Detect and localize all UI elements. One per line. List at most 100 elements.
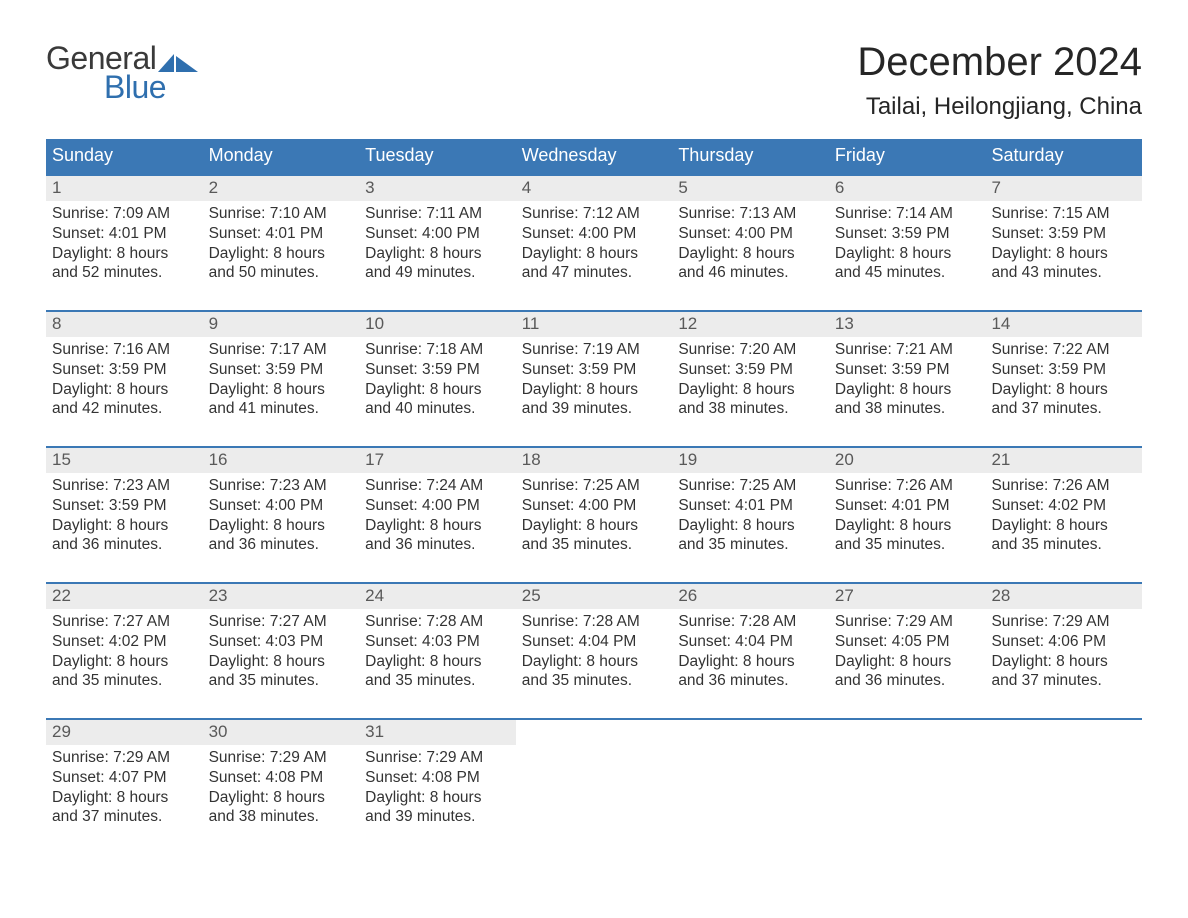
daylight-line1: Daylight: 8 hours <box>522 652 667 672</box>
sunrise-text: Sunrise: 7:14 AM <box>835 204 980 224</box>
sunset-text: Sunset: 4:02 PM <box>991 496 1136 516</box>
daylight-line1: Daylight: 8 hours <box>365 788 510 808</box>
day-cell: 2Sunrise: 7:10 AMSunset: 4:01 PMDaylight… <box>203 176 360 294</box>
sunset-text: Sunset: 4:01 PM <box>835 496 980 516</box>
daylight-line1: Daylight: 8 hours <box>678 516 823 536</box>
daylight-line1: Daylight: 8 hours <box>209 244 354 264</box>
daylight-line2: and 35 minutes. <box>835 535 980 555</box>
dow-monday: Monday <box>203 139 360 174</box>
sunset-text: Sunset: 4:04 PM <box>678 632 823 652</box>
daylight-line1: Daylight: 8 hours <box>678 244 823 264</box>
daylight-line1: Daylight: 8 hours <box>835 380 980 400</box>
day-number: 7 <box>985 176 1142 201</box>
day-cell: 21Sunrise: 7:26 AMSunset: 4:02 PMDayligh… <box>985 448 1142 566</box>
sunrise-text: Sunrise: 7:27 AM <box>52 612 197 632</box>
sunset-text: Sunset: 3:59 PM <box>209 360 354 380</box>
sunset-text: Sunset: 4:00 PM <box>522 224 667 244</box>
sunrise-text: Sunrise: 7:29 AM <box>991 612 1136 632</box>
dow-sunday: Sunday <box>46 139 203 174</box>
day-content: Sunrise: 7:12 AMSunset: 4:00 PMDaylight:… <box>516 201 673 286</box>
sunrise-text: Sunrise: 7:12 AM <box>522 204 667 224</box>
sunrise-text: Sunrise: 7:25 AM <box>522 476 667 496</box>
day-cell: 22Sunrise: 7:27 AMSunset: 4:02 PMDayligh… <box>46 584 203 702</box>
day-number: 12 <box>672 312 829 337</box>
day-content: Sunrise: 7:19 AMSunset: 3:59 PMDaylight:… <box>516 337 673 422</box>
dow-saturday: Saturday <box>985 139 1142 174</box>
header: General Blue December 2024 Tailai, Heilo… <box>46 40 1142 121</box>
day-content: Sunrise: 7:29 AMSunset: 4:08 PMDaylight:… <box>359 745 516 830</box>
sunset-text: Sunset: 3:59 PM <box>835 360 980 380</box>
sunset-text: Sunset: 3:59 PM <box>991 360 1136 380</box>
day-number: 5 <box>672 176 829 201</box>
dow-thursday: Thursday <box>672 139 829 174</box>
daylight-line1: Daylight: 8 hours <box>522 380 667 400</box>
day-cell: 27Sunrise: 7:29 AMSunset: 4:05 PMDayligh… <box>829 584 986 702</box>
sunrise-text: Sunrise: 7:15 AM <box>991 204 1136 224</box>
sunset-text: Sunset: 4:01 PM <box>52 224 197 244</box>
sunrise-text: Sunrise: 7:11 AM <box>365 204 510 224</box>
day-content: Sunrise: 7:15 AMSunset: 3:59 PMDaylight:… <box>985 201 1142 286</box>
day-content: Sunrise: 7:26 AMSunset: 4:02 PMDaylight:… <box>985 473 1142 558</box>
sunrise-text: Sunrise: 7:29 AM <box>365 748 510 768</box>
sunrise-text: Sunrise: 7:29 AM <box>835 612 980 632</box>
day-cell: 29Sunrise: 7:29 AMSunset: 4:07 PMDayligh… <box>46 720 203 838</box>
day-cell: 7Sunrise: 7:15 AMSunset: 3:59 PMDaylight… <box>985 176 1142 294</box>
sunrise-text: Sunrise: 7:16 AM <box>52 340 197 360</box>
week-row: 22Sunrise: 7:27 AMSunset: 4:02 PMDayligh… <box>46 582 1142 702</box>
daylight-line2: and 35 minutes. <box>522 535 667 555</box>
day-content: Sunrise: 7:29 AMSunset: 4:08 PMDaylight:… <box>203 745 360 830</box>
day-cell: 28Sunrise: 7:29 AMSunset: 4:06 PMDayligh… <box>985 584 1142 702</box>
daylight-line2: and 37 minutes. <box>991 671 1136 691</box>
daylight-line2: and 35 minutes. <box>209 671 354 691</box>
sunrise-text: Sunrise: 7:26 AM <box>835 476 980 496</box>
sunrise-text: Sunrise: 7:27 AM <box>209 612 354 632</box>
day-cell: 1Sunrise: 7:09 AMSunset: 4:01 PMDaylight… <box>46 176 203 294</box>
logo-text-blue: Blue <box>104 69 198 106</box>
day-of-week-header: SundayMondayTuesdayWednesdayThursdayFrid… <box>46 139 1142 174</box>
sunset-text: Sunset: 4:08 PM <box>209 768 354 788</box>
day-cell: 25Sunrise: 7:28 AMSunset: 4:04 PMDayligh… <box>516 584 673 702</box>
sunrise-text: Sunrise: 7:28 AM <box>365 612 510 632</box>
daylight-line2: and 36 minutes. <box>52 535 197 555</box>
sunset-text: Sunset: 4:07 PM <box>52 768 197 788</box>
location: Tailai, Heilongjiang, China <box>857 93 1142 121</box>
sunset-text: Sunset: 4:01 PM <box>678 496 823 516</box>
dow-friday: Friday <box>829 139 986 174</box>
daylight-line2: and 37 minutes. <box>991 399 1136 419</box>
day-content: Sunrise: 7:20 AMSunset: 3:59 PMDaylight:… <box>672 337 829 422</box>
day-cell: 19Sunrise: 7:25 AMSunset: 4:01 PMDayligh… <box>672 448 829 566</box>
dow-wednesday: Wednesday <box>516 139 673 174</box>
sunset-text: Sunset: 4:01 PM <box>209 224 354 244</box>
daylight-line2: and 47 minutes. <box>522 263 667 283</box>
daylight-line2: and 40 minutes. <box>365 399 510 419</box>
day-cell: 10Sunrise: 7:18 AMSunset: 3:59 PMDayligh… <box>359 312 516 430</box>
daylight-line2: and 35 minutes. <box>991 535 1136 555</box>
sunset-text: Sunset: 3:59 PM <box>52 360 197 380</box>
sunset-text: Sunset: 4:00 PM <box>522 496 667 516</box>
daylight-line1: Daylight: 8 hours <box>209 652 354 672</box>
daylight-line1: Daylight: 8 hours <box>209 380 354 400</box>
empty-day <box>516 720 673 838</box>
day-cell: 23Sunrise: 7:27 AMSunset: 4:03 PMDayligh… <box>203 584 360 702</box>
day-number: 6 <box>829 176 986 201</box>
day-number: 2 <box>203 176 360 201</box>
daylight-line2: and 35 minutes. <box>365 671 510 691</box>
day-cell: 4Sunrise: 7:12 AMSunset: 4:00 PMDaylight… <box>516 176 673 294</box>
sunrise-text: Sunrise: 7:29 AM <box>209 748 354 768</box>
weeks-container: 1Sunrise: 7:09 AMSunset: 4:01 PMDaylight… <box>46 174 1142 838</box>
day-content: Sunrise: 7:28 AMSunset: 4:03 PMDaylight:… <box>359 609 516 694</box>
title-block: December 2024 Tailai, Heilongjiang, Chin… <box>857 40 1142 121</box>
day-cell: 5Sunrise: 7:13 AMSunset: 4:00 PMDaylight… <box>672 176 829 294</box>
sunrise-text: Sunrise: 7:23 AM <box>52 476 197 496</box>
sunrise-text: Sunrise: 7:28 AM <box>678 612 823 632</box>
sunset-text: Sunset: 4:02 PM <box>52 632 197 652</box>
day-content: Sunrise: 7:18 AMSunset: 3:59 PMDaylight:… <box>359 337 516 422</box>
day-cell: 24Sunrise: 7:28 AMSunset: 4:03 PMDayligh… <box>359 584 516 702</box>
daylight-line1: Daylight: 8 hours <box>209 788 354 808</box>
day-number: 19 <box>672 448 829 473</box>
day-cell: 14Sunrise: 7:22 AMSunset: 3:59 PMDayligh… <box>985 312 1142 430</box>
day-content: Sunrise: 7:25 AMSunset: 4:01 PMDaylight:… <box>672 473 829 558</box>
day-content: Sunrise: 7:27 AMSunset: 4:03 PMDaylight:… <box>203 609 360 694</box>
day-number: 17 <box>359 448 516 473</box>
day-number: 23 <box>203 584 360 609</box>
